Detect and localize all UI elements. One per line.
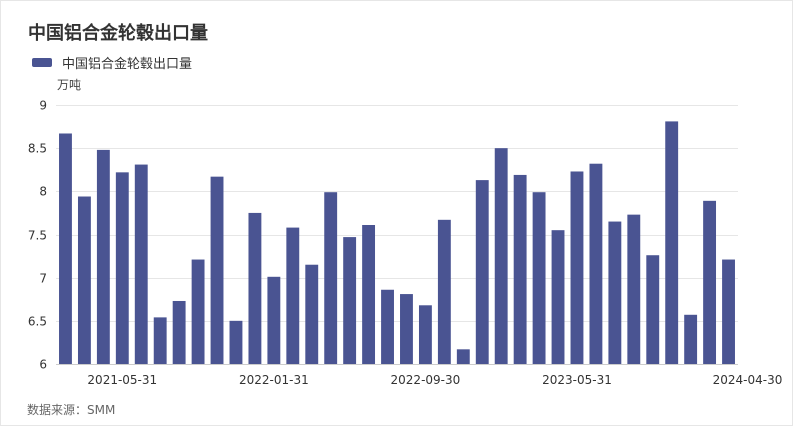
y-tick-label: 8 (39, 185, 47, 199)
bar (456, 349, 470, 364)
bar (210, 176, 224, 364)
bar (494, 148, 508, 364)
y-axis-unit: 万吨 (57, 78, 82, 92)
bar (77, 196, 91, 364)
x-tick-label: 2022-01-31 (239, 373, 309, 387)
y-tick-label: 7.5 (28, 229, 47, 243)
bar (343, 237, 357, 364)
bar (418, 305, 432, 364)
x-tick-label: 2022-09-30 (391, 373, 461, 387)
legend[interactable]: 中国铝合金轮毂出口量 (32, 53, 192, 72)
y-tick-label: 8.5 (28, 142, 47, 156)
bar (267, 276, 281, 364)
legend-swatch (32, 58, 52, 67)
bar (646, 255, 660, 364)
bar (134, 164, 148, 364)
y-tick-label: 6 (39, 358, 47, 372)
bar (153, 317, 167, 364)
bar (532, 192, 546, 364)
bar (229, 320, 243, 364)
x-tick-label: 2024-04-30 (713, 373, 783, 387)
bar (59, 133, 72, 364)
bar (722, 259, 735, 364)
y-tick-label: 7 (39, 272, 47, 286)
bar (570, 171, 584, 364)
chart-title: 中国铝合金轮毂出口量 (28, 23, 208, 44)
bar (381, 289, 394, 364)
bar (400, 294, 413, 364)
bar (115, 172, 129, 364)
bar (96, 149, 110, 364)
bar (589, 163, 603, 364)
bar (551, 230, 565, 364)
x-tick-label: 2021-05-31 (87, 373, 157, 387)
bar (248, 212, 262, 364)
bar (627, 214, 641, 364)
legend-label: 中国铝合金轮毂出口量 (62, 57, 193, 72)
y-tick-label: 9 (39, 99, 47, 113)
bar (608, 221, 622, 364)
bar (191, 259, 205, 364)
bar (437, 219, 451, 364)
bar (172, 300, 186, 364)
bar (286, 227, 300, 364)
bar (513, 174, 527, 364)
bar (305, 264, 319, 364)
bar (665, 121, 679, 365)
bar (362, 225, 376, 364)
bar (324, 192, 338, 364)
bar (703, 200, 717, 364)
bar (684, 314, 698, 364)
bar (475, 180, 489, 364)
y-tick-label: 6.5 (28, 315, 47, 329)
x-tick-label: 2023-05-31 (542, 373, 612, 387)
data-source: 数据来源：SMM (27, 403, 116, 417)
